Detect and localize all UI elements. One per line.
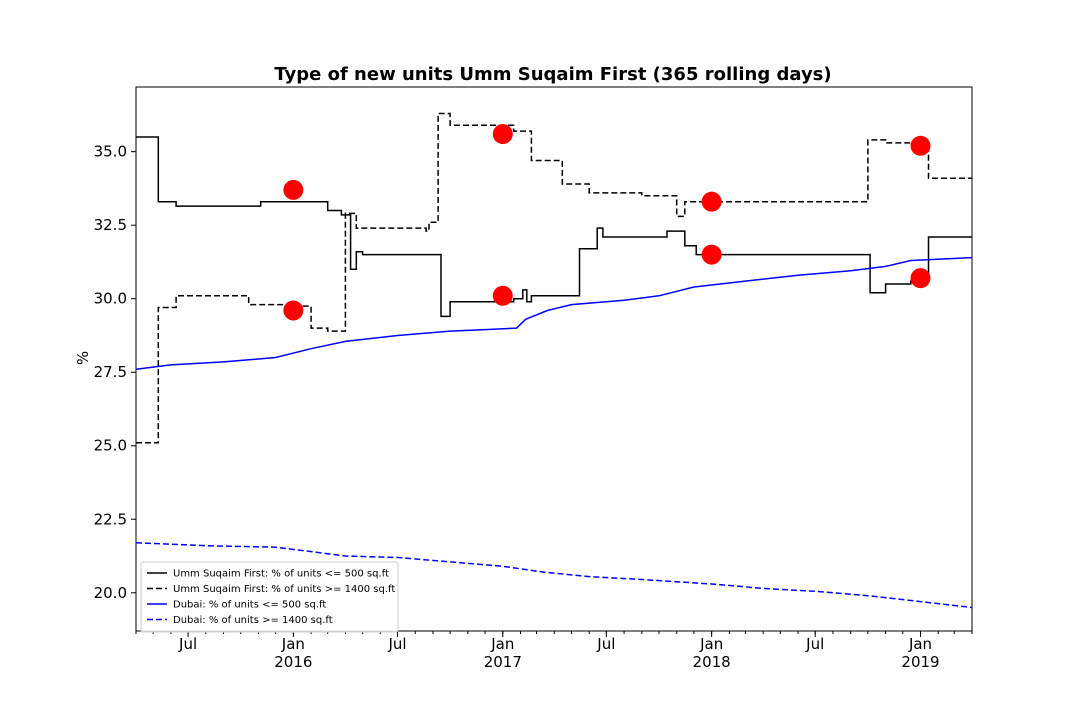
series-line-4 [136,542,972,609]
series-line-2 [136,112,972,444]
x-tick-year-label: 2019 [901,653,939,671]
y-tick-label: 20.0 [94,584,127,602]
highlight-marker [910,268,931,289]
legend-box [140,561,399,633]
series-line-1 [136,136,972,318]
legend-label: Dubai: % of units >= 1400 sq.ft [173,615,333,626]
legend-label: Umm Suqaim First: % of units >= 1400 sq.… [173,584,395,595]
x-tick-year-label: 2017 [484,653,522,671]
x-tick-label: Jul [387,635,406,653]
highlight-marker [492,285,513,306]
highlight-marker [701,244,722,265]
y-tick-label: 35.0 [94,143,127,161]
highlight-marker [910,135,931,156]
highlight-marker [701,191,722,212]
x-tick-label: Jan [281,635,305,653]
x-tick-label: Jul [596,635,615,653]
legend-label: Dubai: % of units <= 500 sq.ft [173,600,326,611]
y-axis-label: % [74,351,92,365]
highlight-marker [283,300,304,321]
x-tick-label: Jul [805,635,824,653]
y-tick-label: 25.0 [94,437,127,455]
x-tick-label: Jan [490,635,514,653]
series-line-3 [136,256,972,371]
legend-label: Umm Suqaim First: % of units <= 500 sq.f… [173,569,389,580]
highlight-marker [283,179,304,200]
x-tick-label: Jul [178,635,197,653]
y-tick-label: 32.5 [94,216,127,234]
x-tick-label: Jan [699,635,723,653]
x-tick-year-label: 2018 [693,653,731,671]
y-tick-label: 22.5 [94,510,127,528]
x-tick-label: Jan [908,635,932,653]
chart-title: Type of new units Umm Suqaim First (365 … [274,64,831,85]
y-tick-label: 27.5 [94,363,127,381]
y-tick-label: 30.0 [94,290,127,308]
x-tick-year-label: 2016 [274,653,312,671]
legend: Umm Suqaim First: % of units <= 500 sq.f… [140,561,399,633]
highlight-marker [492,124,513,145]
